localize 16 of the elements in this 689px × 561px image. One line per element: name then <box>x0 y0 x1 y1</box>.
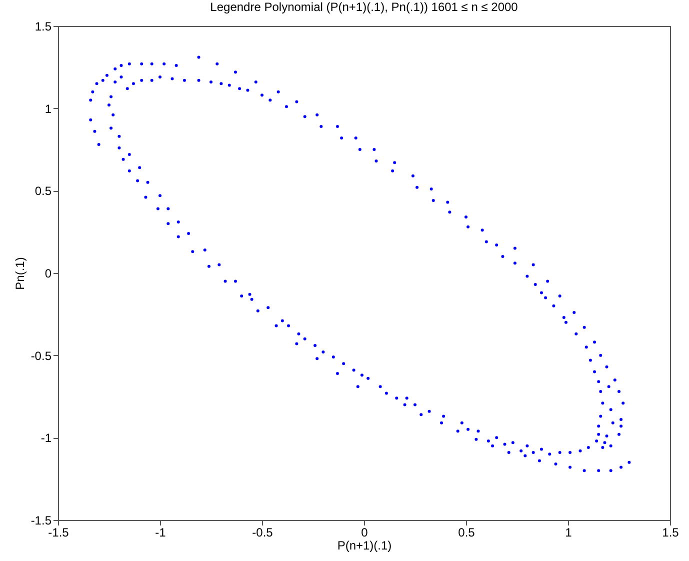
y-tick-label: -1.5 <box>30 514 52 528</box>
x-tick-label: 0.5 <box>458 526 476 540</box>
x-tick-label: -1 <box>155 526 166 540</box>
x-tick-label: -0.5 <box>252 526 274 540</box>
y-tick-label: -0.5 <box>30 348 52 363</box>
y-tick-label: 1.5 <box>34 20 52 34</box>
x-axis-title: P(n+1)(.1) <box>337 538 392 552</box>
y-tick-label: 1 <box>44 102 52 116</box>
y-axis-title: Pn(.1) <box>12 257 27 290</box>
x-tick-label: 1.5 <box>662 526 680 540</box>
y-tick-label: -1 <box>40 431 52 446</box>
y-tick-label: 0.5 <box>34 184 52 198</box>
x-tick-label: 1 <box>565 526 572 540</box>
y-tick-label: 0 <box>44 266 52 280</box>
chart-title: Legendre Polynomial (P(n+1)(.1), Pn(.1)) 1601 ≤ n ≤ 2000 <box>210 0 518 14</box>
x-tick-label: 0 <box>361 526 368 540</box>
